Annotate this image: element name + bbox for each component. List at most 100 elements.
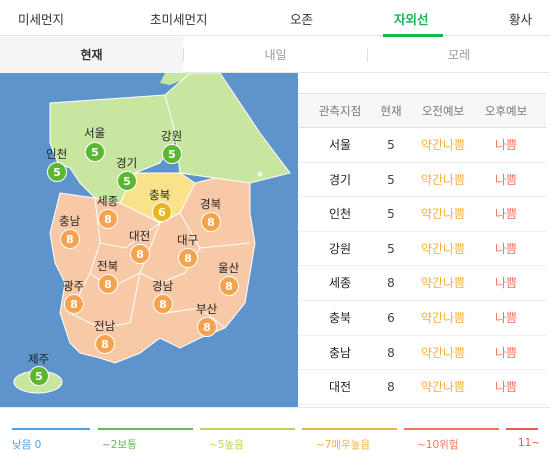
pm-forecast: 나쁨: [494, 345, 518, 360]
region-badge-seoul[interactable]: 5: [85, 142, 105, 162]
divider: [367, 48, 368, 62]
station-name: 서울: [328, 138, 352, 152]
region-badge-gyeongnam[interactable]: 8: [153, 294, 173, 314]
am-forecast: 약간나쁨: [420, 276, 466, 291]
table-row: 충남 8 약간나쁨 나쁨: [298, 336, 546, 371]
legend-bar-danger: [404, 428, 499, 430]
category-tabs: 미세먼지 초미세먼지 오존 자외선 황사: [0, 0, 550, 37]
active-tab-indicator: [383, 34, 443, 37]
table-row: 인천 5 약간나쁨 나쁨: [298, 197, 546, 232]
region-label-daegu: 대구: [177, 233, 199, 247]
column-header-now: 현재: [380, 104, 402, 118]
uv-legend: 낮음 0 ~2보통 ~5높음 ~7매우높음 ~10위험 11~: [0, 407, 550, 457]
region-badge-busan[interactable]: 8: [197, 317, 217, 337]
table-row: 서울 5 약간나쁨 나쁨: [298, 128, 546, 163]
pm-forecast: 나쁨: [494, 172, 518, 187]
tab-uv[interactable]: 자외선: [394, 12, 429, 27]
table-row: 충북 6 약간나쁨 나쁨: [298, 301, 546, 336]
observation-table: 관측지점 현재 오전예보 오후예보 서울 5 약간나쁨 나쁨 경기 5 약간나쁨 나쁨 인천 5 약…: [298, 93, 546, 405]
am-forecast: 약간나쁨: [420, 310, 466, 325]
station-name: 충남: [328, 345, 352, 360]
am-forecast: 약간나쁨: [420, 241, 466, 256]
daytab-today[interactable]: 현재: [0, 37, 183, 73]
region-label-busan: 부산: [196, 302, 218, 316]
legend-bar-very-high: [302, 428, 397, 430]
region-badge-ulsan[interactable]: 8: [219, 276, 239, 296]
uv-map: 서울 5 인천 5 경기 5 강원 5 세종 8 충북 6 경북 8 충남 8 …: [0, 73, 298, 407]
am-forecast: 약간나쁨: [420, 172, 466, 187]
tab-ozone[interactable]: 오존: [290, 12, 314, 27]
daytab-tomorrow[interactable]: 내일: [264, 48, 287, 62]
current-value: 5: [387, 172, 395, 187]
region-badge-sejong[interactable]: 8: [98, 209, 118, 229]
region-badge-chungbuk[interactable]: 6: [152, 202, 172, 222]
am-forecast: 약간나쁨: [420, 207, 466, 222]
legend-bar-extreme: [506, 428, 538, 430]
region-badge-jeju[interactable]: 5: [29, 366, 49, 386]
region-badge-gyeongbuk[interactable]: 8: [201, 212, 221, 232]
legend-label-extreme: 11~: [518, 437, 541, 449]
station-name: 경기: [328, 172, 352, 187]
station-name: 대전: [328, 380, 352, 395]
region-label-incheon: 인천: [46, 147, 68, 161]
region-badge-gangwon[interactable]: 5: [162, 144, 182, 164]
legend-bar-normal: [98, 428, 193, 430]
column-header-station: 관측지점: [318, 104, 362, 118]
region-label-gyeongbuk: 경북: [200, 197, 222, 211]
pm-forecast: 나쁨: [494, 276, 518, 291]
divider: [183, 48, 184, 62]
pm-forecast: 나쁨: [494, 207, 518, 222]
region-badge-jeonnam[interactable]: 8: [95, 334, 115, 354]
pm-forecast: 나쁨: [494, 380, 518, 395]
region-badge-jeonbuk[interactable]: 8: [98, 274, 118, 294]
current-value: 8: [387, 345, 395, 360]
region-badge-gwangju[interactable]: 8: [64, 294, 84, 314]
region-label-gyeonggi: 경기: [116, 156, 138, 170]
region-label-ulsan: 울산: [218, 261, 240, 275]
region-label-seoul: 서울: [84, 126, 106, 140]
current-value: 5: [387, 241, 395, 256]
pm-forecast: 나쁨: [494, 241, 518, 256]
region-badge-incheon[interactable]: 5: [47, 162, 67, 182]
tab-ultrafine-dust[interactable]: 초미세먼지: [150, 12, 208, 27]
region-badge-gyeonggi[interactable]: 5: [117, 171, 137, 191]
station-name: 강원: [328, 241, 352, 256]
am-forecast: 약간나쁨: [420, 345, 466, 360]
region-label-jeonbuk: 전북: [97, 259, 119, 273]
region-label-jeju: 제주: [28, 352, 50, 366]
station-name: 충북: [328, 310, 352, 325]
region-label-gwangju: 광주: [63, 279, 85, 293]
current-value: 5: [387, 138, 395, 152]
region-label-sejong: 세종: [97, 194, 119, 208]
station-name: 세종: [328, 276, 352, 291]
column-header-am: 오전예보: [421, 104, 465, 118]
current-value: 8: [387, 276, 395, 291]
legend-label-high: ~5높음: [209, 439, 244, 451]
legend-label-normal: ~2보통: [102, 439, 137, 451]
table-body: 서울 5 약간나쁨 나쁨 경기 5 약간나쁨 나쁨 인천 5 약간나쁨 나쁨 강원 5 약간나쁨 나쁨 세종 8 약…: [298, 128, 546, 405]
am-forecast: 약간나쁨: [420, 138, 466, 152]
region-label-jeonnam: 전남: [94, 319, 116, 333]
region-label-gyeongnam: 경남: [152, 279, 174, 293]
station-name: 인천: [328, 207, 352, 222]
legend-label-low: 낮음 0: [12, 439, 42, 451]
table-row: 세종 8 약간나쁨 나쁨: [298, 266, 546, 301]
region-label-gangwon: 강원: [161, 129, 183, 143]
pm-forecast: 나쁨: [494, 138, 518, 152]
region-label-chungbuk: 충북: [149, 188, 171, 202]
current-value: 8: [387, 380, 395, 395]
tab-yellow-dust[interactable]: 황사: [509, 12, 533, 27]
legend-bar-low: [12, 428, 90, 430]
region-label-daejeon: 대전: [129, 229, 151, 243]
table-row: 대전 8 약간나쁨 나쁨: [298, 370, 546, 405]
current-value: 6: [387, 310, 395, 325]
legend-bar-high: [200, 428, 295, 430]
region-badge-daejeon[interactable]: 8: [130, 244, 150, 264]
tab-fine-dust[interactable]: 미세먼지: [18, 12, 65, 27]
region-badge-chungnam[interactable]: 8: [60, 229, 80, 249]
region-badge-daegu[interactable]: 8: [178, 248, 198, 268]
pm-forecast: 나쁨: [494, 310, 518, 325]
daytab-day-after-tomorrow[interactable]: 모레: [447, 48, 471, 62]
current-value: 5: [387, 207, 395, 222]
legend-label-very-high: ~7매우높음: [316, 439, 371, 451]
